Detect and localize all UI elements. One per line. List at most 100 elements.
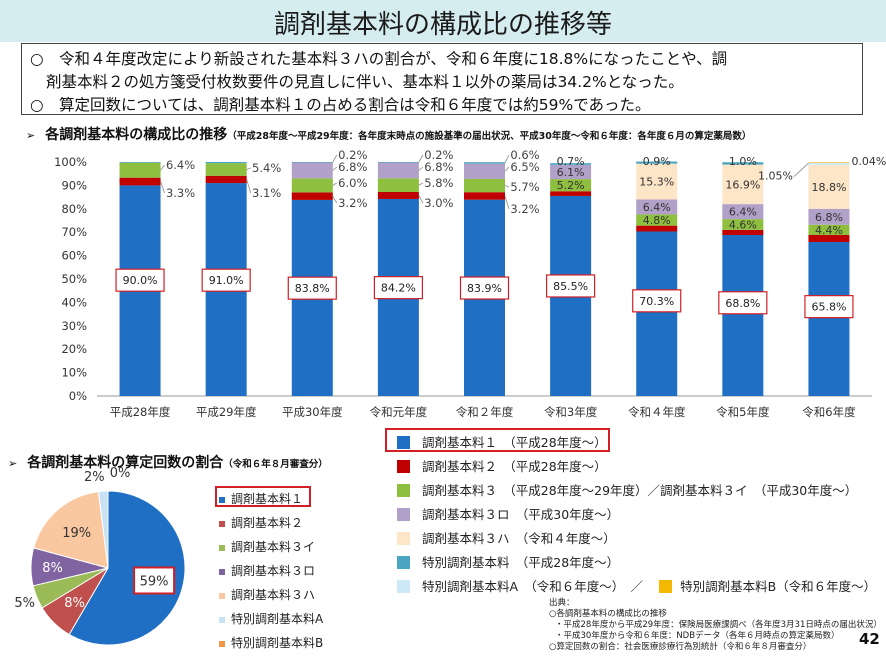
pie-chart-heading-text: 各調剤基本料の算定回数の割合 — [27, 455, 224, 471]
data-label: 6.8% — [424, 160, 453, 174]
main-chart-legend: 調剤基本料１ （平成28年度～） 調剤基本料２ （平成28年度～） 調剤基本料３… — [385, 428, 885, 598]
data-label: 0% — [110, 466, 131, 481]
legend-swatch — [397, 508, 410, 521]
bar-segment-kihon2 — [636, 225, 678, 232]
data-label: 90.0% — [123, 274, 158, 287]
y-tick-label: 30% — [61, 319, 87, 333]
data-label: 65.8% — [811, 301, 846, 314]
bar-segment-kihon3 — [205, 163, 247, 176]
data-label: 6.0% — [338, 176, 367, 190]
data-label: 83.8% — [295, 282, 330, 295]
leader-line — [793, 162, 809, 177]
bar-segment-kihon3ha — [636, 163, 678, 200]
data-label: 91.0% — [209, 274, 244, 287]
bar-segment-kihon2 — [119, 177, 161, 186]
bar-segment-kihon2 — [722, 229, 764, 236]
bar-segment-tokubetsu — [119, 162, 161, 163]
data-label: 3.2% — [510, 202, 539, 216]
data-label: 84.2% — [381, 282, 416, 295]
x-tick-label: 平成28年度 — [110, 405, 171, 419]
bar-segment-tokubetsu — [636, 161, 678, 164]
data-label: 5.2% — [557, 179, 585, 192]
bar-segment-tokubetsu — [550, 163, 592, 165]
bar-segment-kihon3ro — [550, 164, 592, 180]
data-label-box — [459, 276, 510, 300]
data-label: 4.6% — [729, 218, 757, 231]
leader-line — [332, 195, 338, 204]
bar-segment-tokubetsuB — [808, 162, 850, 163]
legend-item: 調剤基本料１ （平成28年度～） — [397, 432, 607, 451]
data-label: 0.9% — [643, 155, 671, 168]
leader-line — [418, 166, 424, 171]
x-tick-label: 平成29年度 — [196, 405, 257, 419]
main-chart-heading-text: 各調剤基本料の構成比の推移 — [45, 127, 228, 143]
legend-item: 調剤基本料３ （平成28年度～29年度）／調剤基本料３イ （平成30年度～） — [397, 480, 857, 499]
legend-label: 特別調剤基本料 （平成28年度～） — [422, 555, 620, 570]
data-label: 5.7% — [510, 180, 539, 194]
x-tick-label: 平成30年度 — [282, 405, 343, 419]
bar-segment-tokubetsu — [205, 162, 247, 164]
data-label: 1.0% — [729, 155, 757, 168]
data-label: 6.4% — [166, 158, 195, 172]
bar-segment-kihon1 — [808, 242, 850, 396]
bar-segment-kihon3ro — [291, 162, 333, 179]
leader-line — [332, 182, 337, 186]
leader-line — [246, 179, 252, 194]
leader-line — [160, 181, 165, 194]
pie-legend-item: 調剤基本料１ — [219, 490, 303, 507]
title-bar — [0, 0, 886, 42]
legend-swatch — [397, 484, 410, 497]
data-label-box — [718, 291, 768, 315]
leader-line — [504, 166, 510, 172]
bar-segment-kihon3 — [377, 178, 419, 192]
legend-item: 特別調剤基本料 （平成28年度～） — [397, 552, 619, 571]
data-label: 0.04% — [851, 155, 886, 168]
bar-segment-kihon3ro — [464, 163, 505, 179]
source-notes: 出典： ○各調剤基本料の構成比の推移 ・平成28年度から平成29年度：保険局医療… — [549, 598, 882, 653]
y-tick-label: 20% — [61, 342, 87, 356]
pie-legend: 調剤基本料１ 調剤基本料２ 調剤基本料３イ 調剤基本料３ロ 調剤基本料３ハ 特別… — [215, 485, 375, 660]
data-label: 3.3% — [166, 186, 195, 200]
legend-item: 特別調剤基本料A （令和６年度～） ／ 特別調剤基本料B（令和６年度～） — [397, 576, 876, 595]
legend-swatch — [397, 532, 410, 545]
bar-segment-kihon2 — [205, 175, 247, 184]
pie-legend-label: 特別調剤基本料A — [231, 612, 324, 626]
pie-legend-item: 特別調剤基本料A — [219, 610, 323, 627]
data-label: 83.9% — [467, 282, 502, 295]
leader-line — [332, 154, 338, 163]
y-tick-label: 100% — [54, 155, 87, 169]
data-label: 5% — [14, 596, 35, 611]
data-label: 0.6% — [510, 148, 539, 162]
bar-segment-kihon2 — [550, 191, 592, 196]
summary-line-3: ○ 算定回数については、調剤基本料１の占める割合は令和６年度では約59%であった… — [30, 96, 651, 114]
legend-swatch — [397, 460, 410, 473]
source-line: ○算定回数の割合：社会医療診療行為別統計（令和６年８月審査分） — [549, 642, 812, 652]
bar-segment-kihon3 — [119, 162, 161, 178]
legend-label: 特別調剤基本料B（令和６年度～） — [680, 579, 877, 594]
source-heading: 出典： — [549, 598, 575, 608]
data-label: 5.8% — [424, 176, 453, 190]
leader-line — [332, 166, 338, 171]
bar-segment-tokubetsu — [377, 162, 419, 163]
source-line: ・平成28年度から平成29年度：保険局医療課調べ（各年度3月31日時点の届出状況… — [555, 620, 882, 630]
bar-segment-kihon3ha — [722, 164, 764, 205]
data-label: 4.8% — [643, 214, 671, 227]
bar-segment-kihon2 — [808, 235, 850, 243]
summary-line-2: 剤基本料２の処方箋受付枚数要件の見直しに伴い、基本料１以外の薬局は34.2%とな… — [46, 73, 684, 91]
data-label: 5.4% — [252, 161, 281, 175]
leader-line — [160, 164, 165, 171]
data-label: 59% — [140, 574, 169, 589]
data-label: 6.4% — [643, 201, 671, 214]
data-label-box — [287, 276, 337, 300]
data-label: 1.05% — [758, 170, 793, 183]
bar-segment-kihon2 — [377, 191, 419, 199]
data-label-box — [133, 566, 176, 595]
data-label: 6.8% — [815, 211, 843, 224]
legend-item: 調剤基本料２ （平成28年度～） — [397, 456, 607, 475]
stacked-bar-chart: 0% 10% 20% 30% 40% 50% 60% 70% 80% 90% 100% 平成28年度 平… — [54, 148, 886, 419]
data-label: 19% — [62, 526, 91, 541]
x-tick-label: 令和４年度 — [628, 405, 686, 419]
arrow-marker-icon: ➢ — [26, 129, 36, 142]
summary-line-1: ○ 令和４年度改定により新設された基本料３ハの割合が、令和６年度に18.8%にな… — [30, 50, 728, 68]
legend-swatch — [219, 568, 225, 575]
